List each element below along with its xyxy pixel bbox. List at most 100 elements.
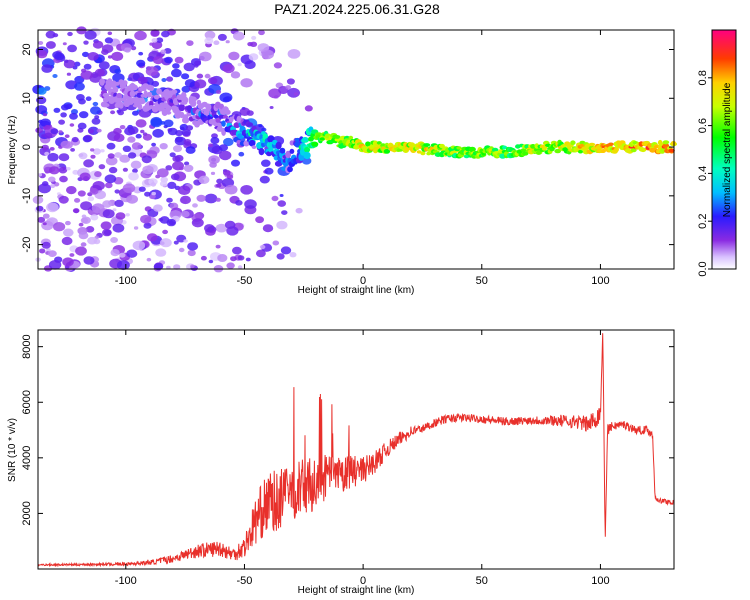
- spectrogram-cell: [237, 63, 242, 67]
- spectrogram-cell: [161, 108, 168, 116]
- spectrogram-cell: [110, 249, 120, 257]
- spectrogram-cell: [219, 92, 233, 103]
- spectrogram-cell: [62, 42, 67, 46]
- spectrogram-cell: [143, 90, 148, 99]
- spectrogram-cell: [114, 68, 121, 74]
- spectrogram-cell: [248, 53, 259, 61]
- spectrogram-cell: [125, 213, 130, 217]
- spectrogram-cell: [50, 184, 56, 189]
- snr-series-line: [37, 333, 675, 568]
- spectrogram-cell: [79, 111, 89, 119]
- spectrogram-cell: [228, 51, 240, 61]
- spectrogram-cell: [42, 222, 47, 226]
- spectrogram-cell: [63, 59, 69, 63]
- spectrogram-cell: [174, 136, 187, 146]
- spectrogram-cell: [60, 140, 71, 149]
- spectrogram-cell: [314, 132, 323, 136]
- spectrogram-cell: [232, 246, 242, 255]
- spectrogram-cell: [107, 55, 113, 59]
- spectrogram-cell: [72, 208, 80, 214]
- spectrogram-cell: [119, 154, 131, 163]
- spectrogram-cell: [152, 128, 164, 138]
- spectrogram-cell: [196, 194, 206, 202]
- spectrogram-cell: [155, 248, 167, 257]
- spectrogram-cell: [173, 145, 182, 153]
- spectrogram-cell: [119, 125, 126, 130]
- spectrogram-cell: [167, 127, 178, 136]
- spectrogram-cell: [184, 141, 191, 146]
- spectrogram-cell: [180, 195, 191, 205]
- spectrogram-cell: [132, 168, 138, 174]
- spectrogram-cell: [184, 161, 190, 166]
- spectrogram-cell: [245, 257, 251, 262]
- spectrogram-cell: [90, 214, 99, 221]
- spectrogram-cell: [69, 253, 75, 257]
- spectrogram-cell: [287, 49, 301, 59]
- spectrogram-cell: [37, 216, 46, 223]
- spectrogram-cell: [423, 143, 431, 147]
- spectrogram-cell: [74, 198, 81, 203]
- spectrogram-cell: [200, 255, 207, 261]
- spectrogram-cell: [137, 103, 143, 110]
- spectrogram-cell: [117, 110, 124, 116]
- spectrogram-frame: [37, 29, 675, 270]
- spectrogram-cell: [91, 117, 101, 125]
- spectrogram-cell: [35, 105, 48, 115]
- spectrogram-cell: [102, 209, 115, 219]
- spectrogram-cell: [438, 143, 445, 149]
- spectrogram-cell: [530, 144, 536, 149]
- spectrogram-cell: [41, 241, 51, 249]
- spectrogram-cell: [244, 199, 257, 209]
- spectrogram-cell: [216, 178, 223, 184]
- spectrogram-cell: [89, 187, 99, 195]
- spectrogram-cell: [280, 246, 292, 255]
- spectrogram-cell: [261, 49, 275, 60]
- spectrogram-cell: [182, 96, 189, 104]
- spectrogram-cell: [213, 114, 219, 119]
- spectrogram-x-tick-label: -100: [115, 275, 137, 287]
- spectrogram-cell: [257, 43, 270, 52]
- spectrogram-cell: [222, 169, 231, 176]
- spectrogram-cell: [102, 103, 110, 108]
- spectrogram-cell: [174, 154, 184, 162]
- snr-x-tick-label: 0: [360, 575, 366, 587]
- spectrogram-cell: [295, 207, 303, 214]
- spectrogram-cell: [58, 130, 63, 134]
- spectrogram-cell: [58, 119, 65, 125]
- spectrogram-cell: [181, 129, 191, 137]
- spectrogram-cell: [240, 78, 253, 88]
- spectrogram-cell: [46, 202, 59, 213]
- spectrogram-cell: [426, 151, 431, 156]
- spectrogram-cell: [204, 30, 216, 40]
- spectrogram-cell: [65, 220, 71, 226]
- spectrogram-cell: [44, 151, 50, 156]
- spectrogram-cell: [161, 30, 170, 38]
- spectrogram-cell: [169, 152, 176, 158]
- spectrogram-cell: [107, 153, 115, 159]
- spectrogram-cell: [119, 252, 126, 258]
- spectrogram-cell: [114, 189, 120, 194]
- spectrogram-cell: [151, 142, 157, 147]
- spectrogram-cell: [192, 203, 198, 208]
- spectrogram-cell: [614, 146, 619, 152]
- spectrogram-y-label: Frequency (Hz): [7, 116, 18, 185]
- spectrogram-cell: [115, 212, 126, 220]
- spectrogram-cell: [165, 165, 173, 171]
- spectrogram-cell: [225, 40, 230, 44]
- spectrogram-cell: [90, 72, 99, 78]
- spectrogram-cell: [104, 37, 113, 44]
- spectrogram-cell: [80, 201, 93, 211]
- snr-x-ticks: -100 -50 0 50 100: [115, 330, 610, 587]
- spectrogram-cell: [420, 151, 426, 156]
- colorbar: 0.0 0.2 0.4 0.6 0.8 Normalized spectral ampl…: [697, 29, 737, 277]
- spectrogram-cell: [196, 73, 204, 79]
- spectrogram-cell: [83, 40, 89, 45]
- spectrogram-cell: [35, 127, 43, 134]
- spectrogram-cell: [262, 224, 274, 233]
- spectrogram-cell: [71, 136, 79, 143]
- spectrogram-cell: [87, 196, 95, 202]
- spectrogram-cell: [36, 205, 44, 212]
- spectrogram-cell: [240, 185, 253, 195]
- spectrogram-cell: [251, 145, 257, 150]
- spectrogram-cell: [130, 84, 138, 91]
